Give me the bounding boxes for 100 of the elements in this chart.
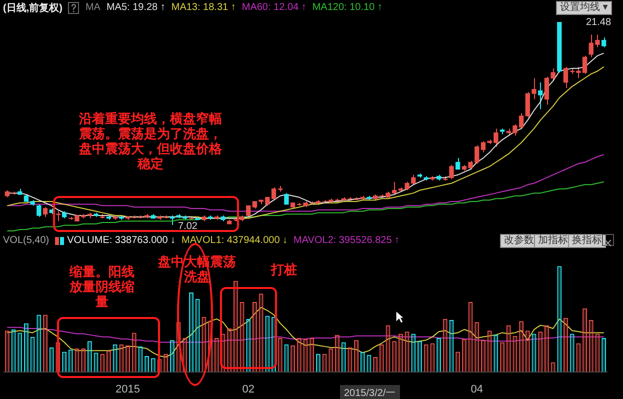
bar [144,356,150,372]
bar [487,330,492,372]
bar [164,354,168,372]
bar [126,345,130,372]
bar [119,344,124,372]
text: MA60: 12.04 ↑ [242,2,306,13]
bar [588,320,594,372]
bar [582,308,588,372]
bar [252,302,257,372]
text: MA120: 10.10 ↑ [312,2,382,13]
bar [106,350,111,372]
bar [290,345,296,372]
bar [4,330,10,372]
bar [195,298,200,372]
chart-title: (日线,前复权) [3,2,62,14]
bar [24,323,28,372]
bar [360,352,365,372]
bar [506,325,511,372]
bar [328,348,334,372]
candlestick [284,192,289,205]
annotation: 7.02 [178,221,198,232]
annotation: 缩量。阳线放量阴线缩量 [68,264,136,309]
bar [519,321,524,372]
annotation: 打桩 [270,262,298,277]
bar [462,339,466,372]
bar [138,346,143,372]
bar [202,316,206,372]
candlestick [449,164,454,180]
bar [296,338,302,372]
x-tick-label: 04 [470,383,484,396]
bar [227,328,232,372]
bar [170,340,174,372]
bar [94,352,98,372]
bar [284,344,289,372]
bar [379,344,384,372]
text: 加指标 [534,234,572,248]
bar [310,338,314,372]
text: 改参数 [500,234,538,248]
candlestick [42,206,48,218]
bar [100,354,105,372]
bar [189,292,194,372]
chart-title: VOL(5,40) [3,235,50,246]
bar [576,343,581,372]
bar [570,334,574,372]
bar [62,352,67,372]
bar [512,336,518,372]
bar [348,347,352,372]
bar [430,343,435,372]
text: MAVOL1: 437944.000 ↓ [182,235,288,246]
bar [398,334,403,372]
text: 2015/3/2/一 [340,385,400,399]
candlestick [271,186,276,201]
bar [214,338,219,372]
bar [87,341,92,372]
bar [525,330,530,372]
text: 换指标 [568,234,606,248]
bar [538,332,543,372]
bar [112,344,118,372]
bar [132,332,136,372]
candlestick [601,36,606,48]
bar [246,318,251,372]
bar [544,325,549,372]
bar [373,357,378,372]
bar [341,342,346,372]
annotation: 沿着重要均线，横盘窄幅震荡。震荡是为了洗盘，盘中震荡大，但收盘价格稳定 [78,111,223,171]
bar [36,314,42,372]
bar [49,347,54,372]
bar [442,318,448,372]
legend-title: MA [85,2,100,13]
bar [278,338,282,372]
bar [392,341,397,372]
bar [468,302,473,372]
bar [456,352,460,372]
bar [474,322,480,372]
bar [316,354,320,372]
bar [557,266,562,372]
candlestick [246,205,251,218]
bar [322,354,327,372]
bar [265,316,270,372]
bar [436,338,442,372]
bar [481,340,486,372]
legend-label: VOLUME: 338763.000 ↓ [67,235,176,246]
bar [404,332,410,372]
bar [233,280,238,372]
bar [564,318,568,372]
bar [500,342,504,372]
text: MAVOL2: 395526.825 ↑ [294,235,400,246]
candlestick [563,66,568,88]
bar [81,348,86,372]
bar [418,341,422,372]
bar [335,334,340,372]
annotation: 21.48 [586,17,612,28]
candlestick [36,204,42,218]
bar [68,350,73,372]
bar [602,338,606,372]
bar [424,344,428,372]
bar [18,332,22,372]
x-tick-label: 2015 [116,383,140,396]
bar [258,294,264,372]
text: MA13: 18.31 ↑ [171,2,236,13]
